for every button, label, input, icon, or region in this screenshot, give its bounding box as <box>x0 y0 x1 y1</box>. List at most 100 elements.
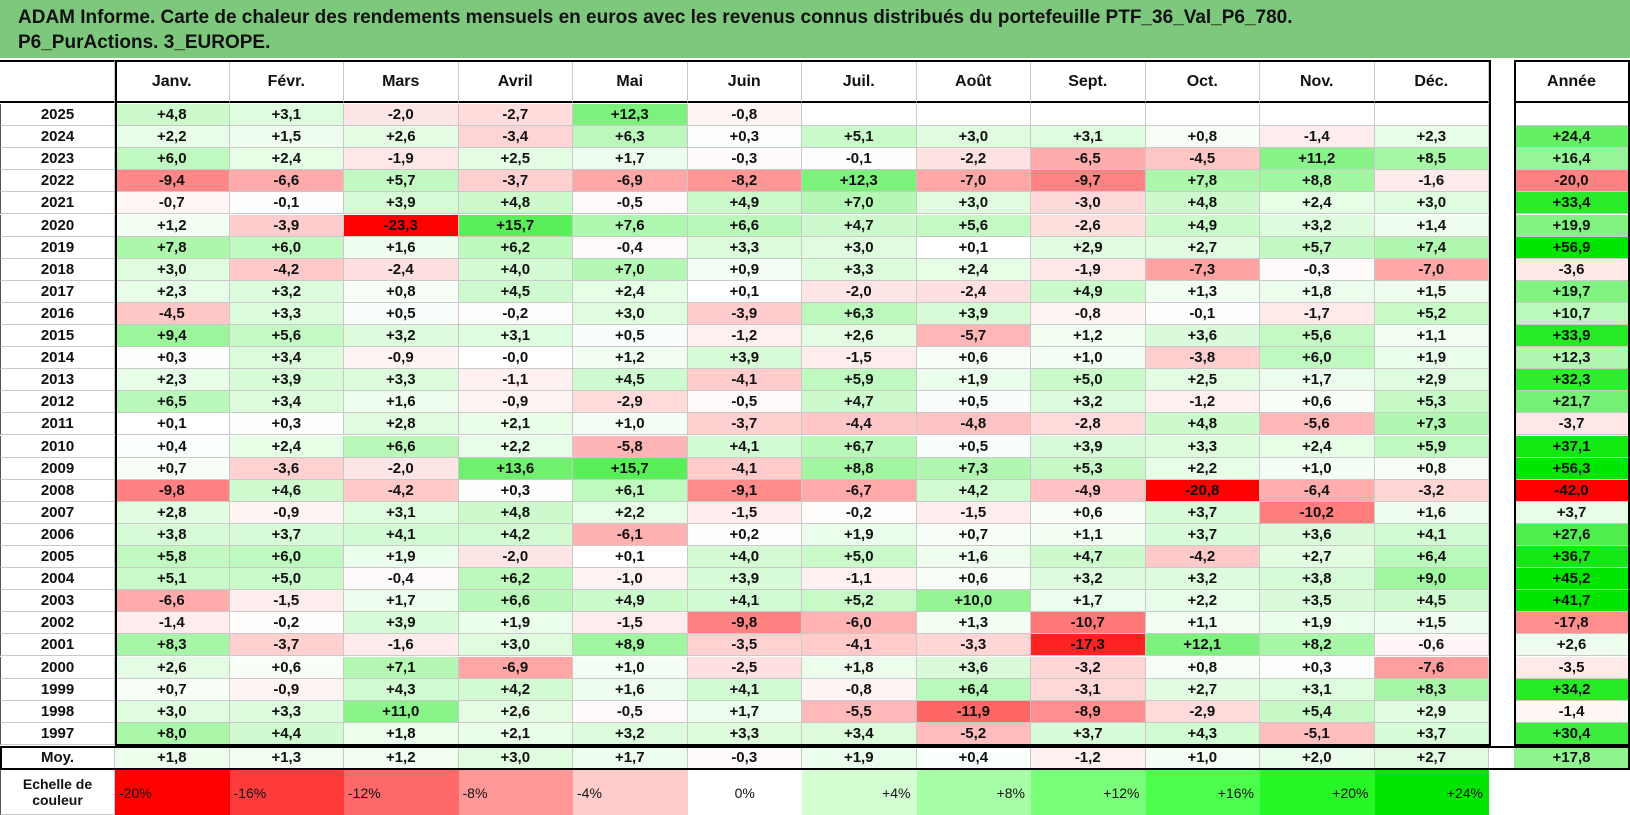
heatmap-cell: +2,4 <box>229 435 344 458</box>
heatmap-cell: +7,3 <box>916 457 1031 480</box>
heatmap-cell: +8,8 <box>1260 170 1375 193</box>
heatmap-cell: +0,3 <box>115 347 230 370</box>
heatmap-cell: +6,0 <box>1260 347 1375 370</box>
heatmap-cell: -1,5 <box>229 590 344 613</box>
heatmap-cell: +2,3 <box>1374 126 1489 149</box>
heatmap-cell: -1,4 <box>1260 126 1375 149</box>
heatmap-cell: +3,6 <box>916 656 1031 679</box>
heatmap-cell: -1,6 <box>344 634 459 657</box>
heatmap-cell: -3,9 <box>229 214 344 237</box>
heatmap-cell: +2,3 <box>115 369 230 392</box>
annual-cell: +36,7 <box>1514 546 1630 569</box>
heatmap-cell: +1,4 <box>1374 214 1489 237</box>
heatmap-cell: +2,2 <box>458 435 573 458</box>
heatmap-cell: +1,6 <box>344 236 459 259</box>
column-header: Févr. <box>229 60 344 103</box>
heatmap-cell: +3,1 <box>344 501 459 524</box>
year-label: 2022 <box>0 170 115 193</box>
heatmap-cell: +1,5 <box>229 126 344 149</box>
heatmap-cell: +0,5 <box>344 302 459 325</box>
heatmap-cell: +0,3 <box>1260 656 1375 679</box>
heatmap-cell: -9,8 <box>687 612 802 635</box>
heatmap-cell: +15,7 <box>458 214 573 237</box>
year-label: 2005 <box>0 546 115 569</box>
year-label: 1998 <box>0 700 115 723</box>
heatmap-cell: +1,7 <box>687 700 802 723</box>
heatmap-cell: +5,9 <box>1374 435 1489 458</box>
heatmap-cell: +1,2 <box>1031 325 1146 348</box>
color-scale-step: -16% <box>229 770 344 815</box>
heatmap-cell: +3,7 <box>1145 523 1260 546</box>
heatmap-cell: +2,2 <box>1145 457 1260 480</box>
heatmap-cell: +6,0 <box>115 148 230 171</box>
color-scale-step: +4% <box>802 770 917 815</box>
heatmap-cell: +1,6 <box>573 678 688 701</box>
heatmap-cell: -5,5 <box>802 700 917 723</box>
heatmap-cell: +3,6 <box>1260 523 1375 546</box>
heatmap-cell: +1,3 <box>916 612 1031 635</box>
year-label: 2025 <box>0 104 115 127</box>
heatmap-cell: -20,8 <box>1145 479 1260 502</box>
heatmap-cell: -9,1 <box>687 479 802 502</box>
average-annual-cell: +17,8 <box>1514 746 1630 770</box>
heatmap-cell: +7,1 <box>344 656 459 679</box>
color-scale-step: -8% <box>458 770 573 815</box>
heatmap-cell: -3,1 <box>1031 678 1146 701</box>
color-scale-step: 0% <box>687 770 802 815</box>
heatmap-cell: +3,0 <box>458 634 573 657</box>
year-label: 2020 <box>0 214 115 237</box>
heatmap-cell <box>916 104 1031 127</box>
heatmap-cell: +4,5 <box>458 280 573 303</box>
heatmap-cell: -1,2 <box>1145 391 1260 414</box>
heatmap-cell: +0,5 <box>573 325 688 348</box>
annual-cell: +19,7 <box>1514 280 1630 303</box>
heatmap-cell: +4,9 <box>573 590 688 613</box>
annual-cell: +33,4 <box>1514 192 1630 215</box>
heatmap-cell: -11,9 <box>916 700 1031 723</box>
heatmap-cell: +3,7 <box>1031 722 1146 745</box>
heatmap-cell: -9,4 <box>115 170 230 193</box>
color-scale-step: +12% <box>1031 770 1146 815</box>
heatmap-cell: -2,8 <box>1031 413 1146 436</box>
heatmap-cell: +4,7 <box>802 391 917 414</box>
heatmap-cell: +3,4 <box>802 722 917 745</box>
annual-cell: +27,6 <box>1514 523 1630 546</box>
heatmap-cell: +4,7 <box>802 214 917 237</box>
heatmap-cell: +5,6 <box>916 214 1031 237</box>
heatmap-cell: +4,8 <box>1145 192 1260 215</box>
heatmap-cell: +2,2 <box>1145 590 1260 613</box>
heatmap-cell: +6,3 <box>802 302 917 325</box>
heatmap-cell: +5,7 <box>344 170 459 193</box>
heatmap-cell: +2,9 <box>1374 700 1489 723</box>
heatmap-cell: +3,0 <box>115 700 230 723</box>
average-cell: +1,0 <box>1145 746 1260 770</box>
heatmap-cell: -7,3 <box>1145 258 1260 281</box>
heatmap-cell: +3,3 <box>229 700 344 723</box>
heatmap-cell: +7,3 <box>1374 413 1489 436</box>
heatmap-cell: +5,7 <box>1260 236 1375 259</box>
heatmap-cell: +4,1 <box>1374 523 1489 546</box>
average-cell: +1,9 <box>802 746 917 770</box>
heatmap-cell: +1,0 <box>573 656 688 679</box>
heatmap-cell: -1,5 <box>573 612 688 635</box>
annual-column-header: Année <box>1514 60 1630 103</box>
heatmap-cell: -0,6 <box>1374 634 1489 657</box>
heatmap-cell: +1,8 <box>1260 280 1375 303</box>
average-cell: +2,7 <box>1374 746 1489 770</box>
heatmap-cell: +1,9 <box>802 523 917 546</box>
heatmap-cell: +4,9 <box>687 192 802 215</box>
heatmap-cell: +4,9 <box>1031 280 1146 303</box>
heatmap-cell: +5,2 <box>1374 302 1489 325</box>
average-cell: +2,0 <box>1260 746 1375 770</box>
heatmap-cell: -0,1 <box>802 148 917 171</box>
heatmap-cell: -4,2 <box>344 479 459 502</box>
heatmap-cell: +0,3 <box>229 413 344 436</box>
heatmap-cell: -1,9 <box>344 148 459 171</box>
heatmap-cell: +4,5 <box>573 369 688 392</box>
heatmap-cell: -10,2 <box>1260 501 1375 524</box>
heatmap-cell: -0,8 <box>802 678 917 701</box>
heatmap-cell: +0,4 <box>115 435 230 458</box>
annual-cell: +37,1 <box>1514 435 1630 458</box>
heatmap-cell: -0,3 <box>687 148 802 171</box>
